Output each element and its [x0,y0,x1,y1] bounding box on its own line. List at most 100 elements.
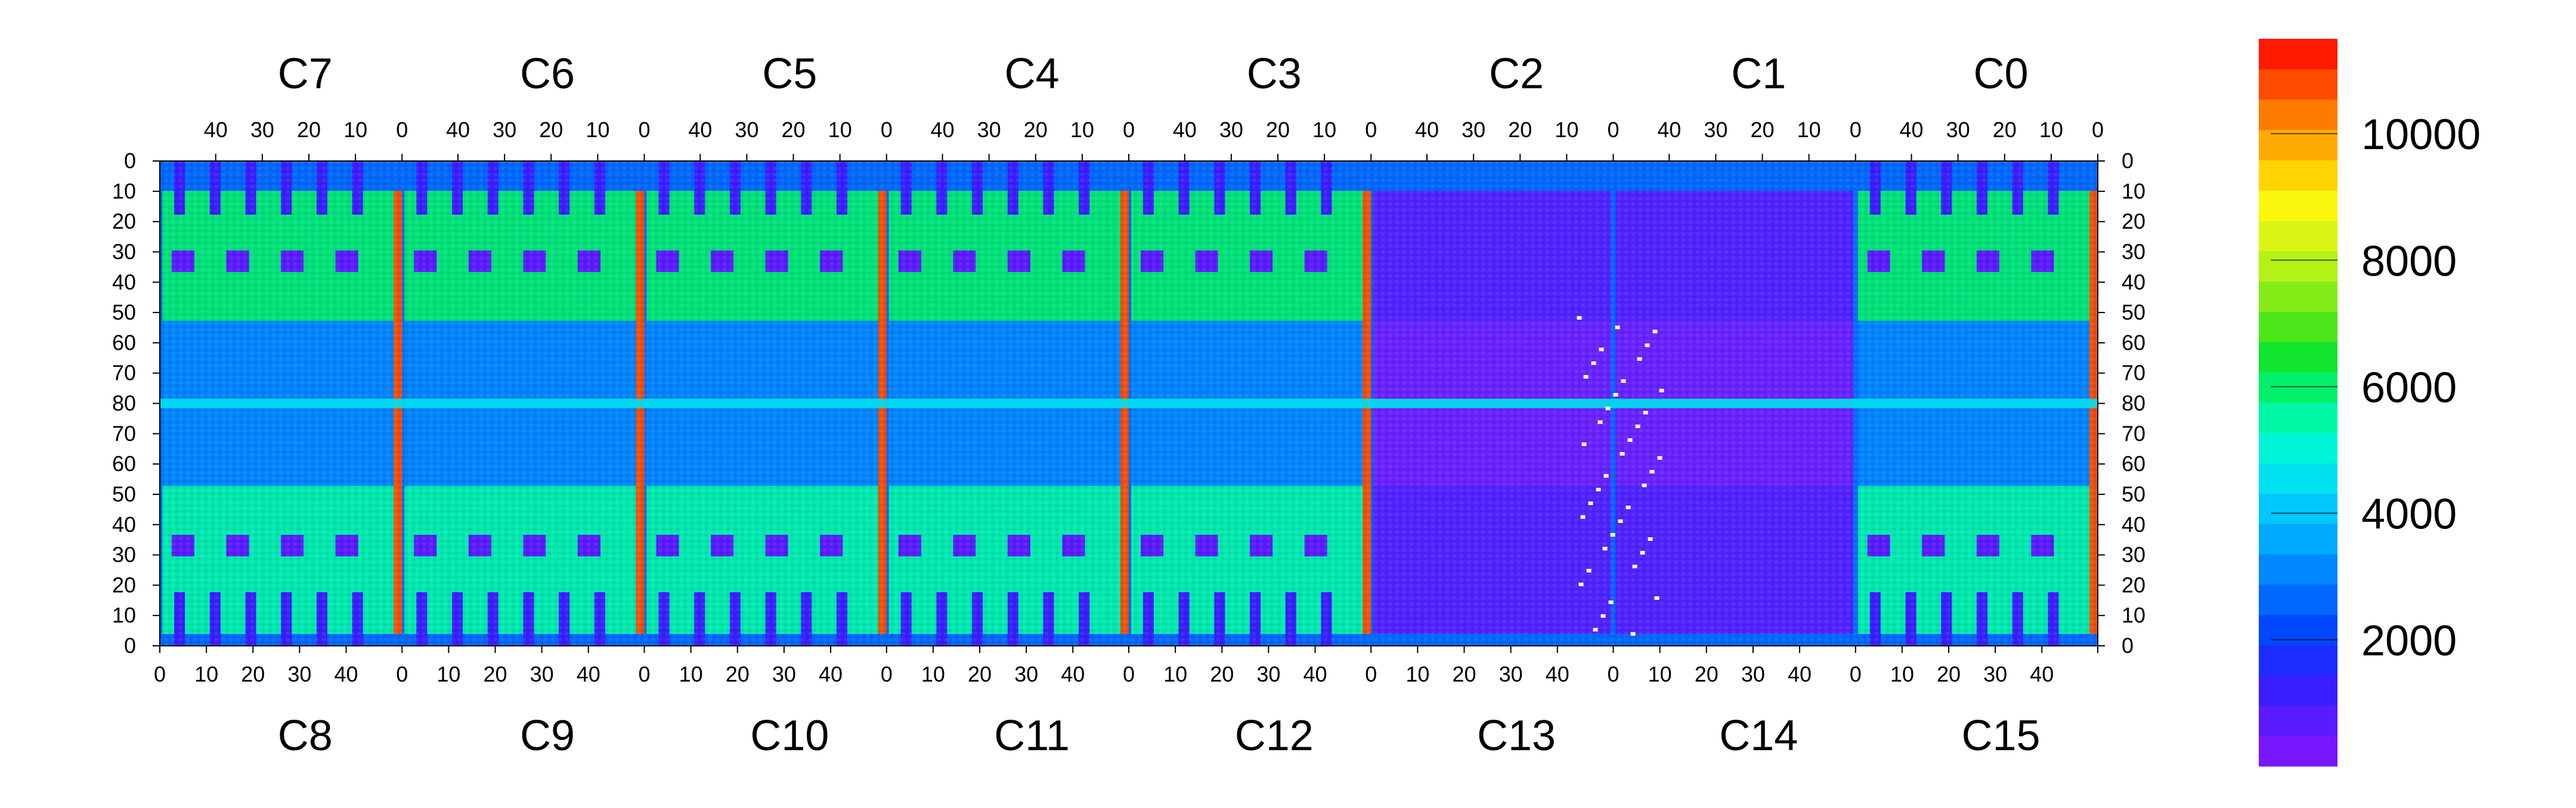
x-tick-label-top: 40 [446,117,470,142]
x-tick-label-top: 20 [1508,117,1532,142]
white-pixel [1657,456,1662,460]
colorbar-segment [2259,432,2337,464]
colorbar-tick-label: 10000 [2361,111,2481,159]
colorbar-segment [2259,69,2337,100]
y-tick-label-right: 50 [2122,300,2145,324]
x-tick-label-bottom: 40 [1788,662,1812,686]
chip-label-bottom: C12 [1235,712,1314,760]
x-tick-label-top: 10 [828,117,852,142]
chip-label-top: C6 [520,50,575,98]
x-tick-label-top: 40 [204,117,228,142]
colorbar-tick-label: 8000 [2361,237,2457,285]
x-tick-label-top: 20 [539,117,563,142]
white-pixel [1615,326,1620,329]
y-tick-label-left: 20 [112,572,136,597]
x-tick-label-bottom: 20 [1695,662,1719,686]
x-tick-label-top: 30 [977,117,1001,142]
white-pixel [1580,515,1586,519]
y-tick-label-left: 50 [112,300,136,324]
x-tick-label-bottom: 30 [1014,662,1038,686]
x-tick-label-top: 20 [297,117,321,142]
white-pixel [1613,393,1618,397]
y-tick-label-right: 70 [2122,361,2145,385]
colorbar-segment [2259,584,2337,615]
x-tick-label-bottom: 0 [396,662,408,686]
x-tick-label-top: 20 [781,117,805,142]
y-tick-label-left: 60 [112,451,136,476]
y-tick-label-right: 0 [2122,148,2134,173]
white-pixel [1630,632,1636,636]
colorbar-segment [2259,493,2337,524]
white-pixel [1586,569,1592,572]
y-tick-label-right: 50 [2122,482,2145,506]
white-pixel [1596,488,1601,491]
white-pixel [1649,470,1655,473]
white-pixel [1581,442,1587,446]
colorbar-segment [2259,614,2337,646]
x-tick-label-bottom: 0 [154,662,166,686]
x-tick-label-bottom: 10 [921,662,945,686]
x-tick-label-top: 0 [1123,117,1135,142]
y-tick-label-right: 80 [2122,391,2145,416]
white-pixel [1659,389,1664,392]
white-pixel [1623,646,1628,649]
x-tick-label-bottom: 10 [1890,662,1914,686]
white-pixel [1577,316,1582,320]
x-tick-label-bottom: 30 [772,662,796,686]
colorbar-segment [2259,524,2337,555]
x-tick-label-bottom: 40 [1303,662,1327,686]
x-tick-label-top: 20 [1993,117,2017,142]
colorbar: 2000 4000 6000 8000 10000 [2259,39,2481,767]
x-tick-label-bottom: 0 [638,662,650,686]
x-tick-label-bottom: 30 [1983,662,2007,686]
white-pixel [1640,551,1645,555]
x-tick-label-top: 0 [1365,117,1377,142]
chip-label-top: C1 [1731,50,1786,98]
x-tick-label-top: 10 [1555,117,1578,142]
y-tick-label-right: 30 [2122,239,2145,264]
x-tick-label-top: 30 [1219,117,1243,142]
y-tick-label-right: 10 [2122,179,2145,203]
white-pixel [1632,565,1637,568]
x-tick-label-top: 10 [586,117,609,142]
chip-label-bottom: C14 [1719,712,1798,760]
x-tick-label-bottom: 0 [1850,662,1862,686]
white-pixel [1620,452,1625,456]
white-pixel [1626,506,1631,509]
x-tick-label-top: 30 [1946,117,1970,142]
colorbar-segment [2259,39,2337,70]
white-pixel [1635,425,1640,428]
white-pixel [1599,348,1604,351]
colorbar-segment [2259,221,2337,252]
white-pixel [1602,547,1608,550]
colorbar-tick-label: 6000 [2361,364,2457,411]
chip-label-bottom: C10 [750,712,829,760]
white-pixel [1648,537,1653,541]
white-pixel [1627,438,1633,442]
x-tick-label-bottom: 40 [577,662,600,686]
x-tick-label-bottom: 0 [1607,662,1619,686]
x-tick-label-bottom: 10 [1163,662,1187,686]
white-pixel [1600,614,1606,618]
x-tick-label-top: 0 [881,117,893,142]
white-pixel [1645,343,1650,347]
x-tick-label-top: 30 [250,117,274,142]
x-tick-label-top: 40 [1657,117,1681,142]
x-tick-label-top: 20 [1750,117,1774,142]
x-tick-label-top: 10 [2039,117,2063,142]
colorbar-segment [2259,403,2337,434]
white-pixel [1618,519,1623,523]
center-row [160,398,2098,408]
x-tick-label-top: 10 [1070,117,1094,142]
y-tick-label-left: 10 [112,179,136,203]
x-tick-label-top: 40 [1899,117,1923,142]
x-tick-label-bottom: 40 [334,662,358,686]
y-tick-label-left: 60 [112,330,136,355]
white-pixel [1610,533,1615,537]
x-tick-label-bottom: 10 [1648,662,1672,686]
chip-label-top: C5 [762,50,817,98]
white-pixel [1608,600,1614,604]
